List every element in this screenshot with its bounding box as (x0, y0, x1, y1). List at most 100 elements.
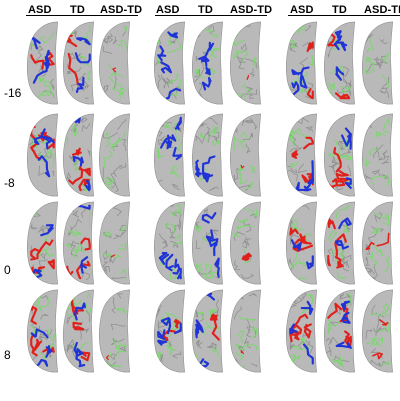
blue-tract (80, 256, 89, 274)
gyrus-texture (119, 346, 127, 353)
green-tract (377, 322, 390, 334)
green-tract (289, 39, 297, 48)
green-tract (242, 83, 251, 96)
header-rule (26, 15, 138, 16)
green-tract (67, 230, 77, 237)
tract-overlay (232, 293, 258, 368)
red-tract (36, 239, 54, 260)
blue-tract (205, 229, 219, 247)
green-tract (110, 142, 117, 151)
green-tract (39, 352, 47, 362)
gyrus-texture (302, 293, 307, 301)
gyrus-texture (33, 116, 45, 119)
blue-tract (160, 317, 172, 335)
green-tract (327, 25, 335, 33)
brain-slice (27, 289, 58, 373)
gyrus-texture (372, 327, 382, 336)
gyrus-texture (287, 165, 298, 174)
header-rule (155, 15, 267, 16)
gyrus-texture (340, 223, 351, 232)
blue-tract (32, 56, 49, 84)
red-tract (244, 252, 252, 261)
gyrus-texture (170, 240, 179, 249)
green-tract (116, 306, 126, 314)
column-group-3-header (288, 0, 400, 24)
gyrus-texture (291, 295, 303, 305)
green-tract (336, 154, 352, 161)
gyrus-texture (70, 218, 83, 230)
green-tract (43, 235, 50, 245)
green-tract (157, 147, 165, 159)
green-tract (370, 311, 388, 317)
green-tract (85, 25, 91, 35)
green-tract (66, 305, 75, 322)
green-tract (235, 225, 254, 230)
blue-tract (195, 167, 202, 178)
green-tract (106, 352, 116, 367)
brain-slice (99, 289, 130, 373)
blue-tract (335, 341, 352, 349)
gyrus-texture (297, 163, 308, 174)
brain-slice (154, 289, 185, 373)
brain-slice (192, 201, 223, 285)
tract-overlay (101, 205, 127, 280)
green-tract (335, 251, 346, 265)
brain-slice (27, 21, 58, 105)
blue-tract (333, 30, 342, 51)
gyrus-texture (245, 120, 254, 124)
blue-tract (302, 343, 314, 365)
gyrus-texture (119, 163, 127, 169)
blue-tract (158, 251, 170, 265)
gyrus-texture (377, 326, 388, 333)
blue-tract (291, 81, 300, 96)
gyrus-texture (297, 340, 311, 351)
blue-tract (72, 155, 84, 167)
tract-overlay (233, 205, 258, 281)
brain-outline (362, 201, 393, 285)
column-label-td: TD (198, 4, 213, 16)
gyrus-texture (195, 309, 199, 318)
brain-slice (99, 113, 130, 197)
green-tract (294, 277, 307, 280)
gyrus-texture (306, 82, 314, 90)
green-tract (199, 131, 209, 141)
brain-slice (362, 21, 393, 105)
gyrus-texture (106, 176, 119, 192)
tract-overlay (326, 127, 352, 191)
green-tract (383, 256, 390, 272)
red-tract (335, 170, 349, 181)
red-tract (67, 52, 79, 86)
green-tract (205, 47, 220, 53)
red-tract (240, 349, 245, 355)
green-tract (232, 50, 242, 59)
gyrus-texture (81, 122, 91, 132)
green-tract (197, 311, 205, 320)
gyrus-texture (376, 313, 385, 330)
brain-slice (324, 21, 355, 105)
tract-overlay (287, 293, 314, 365)
green-tract (290, 223, 299, 232)
gyrus-texture (380, 82, 389, 92)
red-tract (110, 254, 116, 258)
green-tract (240, 132, 247, 150)
red-tract (105, 355, 110, 361)
red-tract (75, 260, 91, 280)
blue-tract (74, 302, 86, 321)
blue-tract (291, 66, 310, 76)
green-tract (251, 326, 258, 339)
green-tract (368, 147, 380, 156)
brain-outline (230, 113, 261, 197)
gyrus-texture (119, 225, 127, 235)
row-label-slice: -16 (4, 86, 22, 100)
gyrus-texture (103, 84, 109, 94)
green-tract (168, 73, 179, 85)
gyrus-texture (238, 184, 251, 191)
gyrus-texture (206, 342, 217, 349)
gyrus-texture (156, 293, 160, 299)
green-tract (121, 221, 127, 233)
blue-tract (160, 134, 177, 149)
blue-tract (201, 212, 217, 224)
blue-tract (290, 239, 302, 252)
green-tract (336, 271, 347, 279)
gyrus-texture (365, 267, 372, 274)
